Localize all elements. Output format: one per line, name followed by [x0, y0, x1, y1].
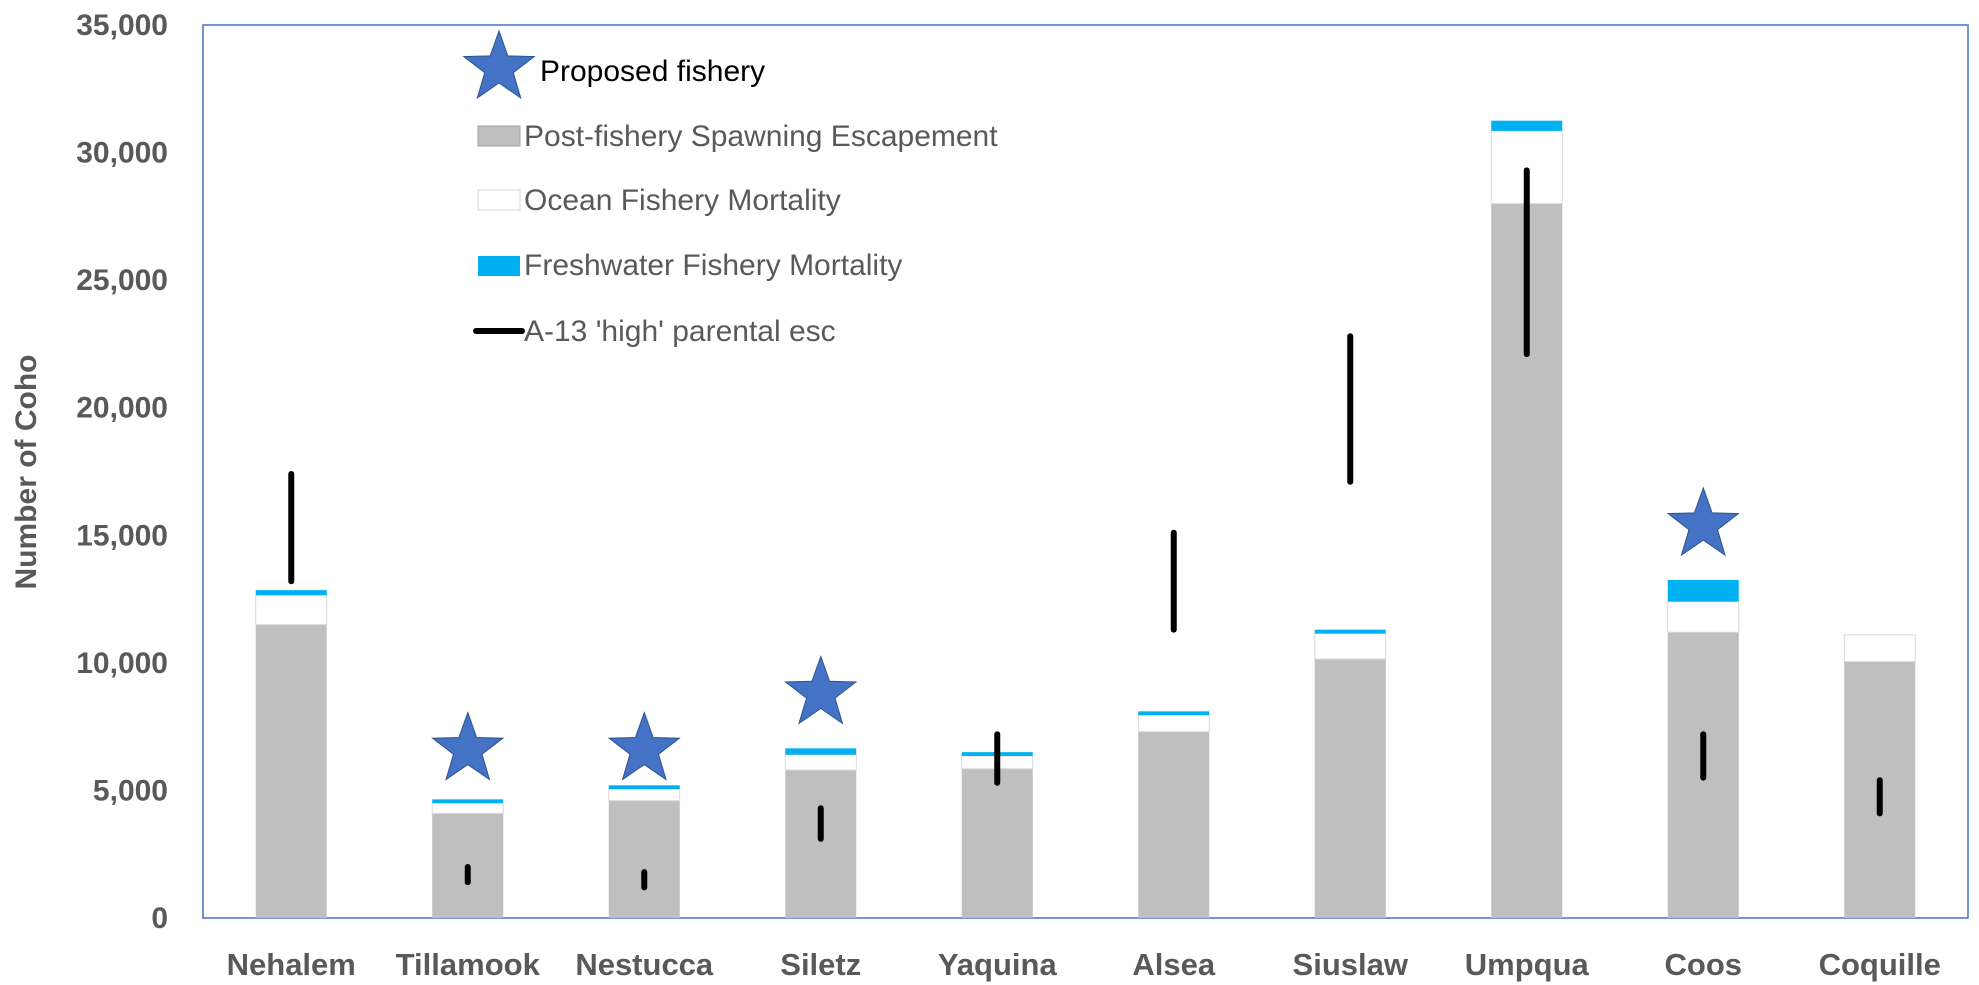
- bar-freshwater-mortality: [1314, 629, 1386, 634]
- x-category-label: Umpqua: [1465, 947, 1590, 982]
- x-category-label: Coquille: [1819, 947, 1941, 982]
- bar-ocean-mortality: [784, 754, 857, 771]
- bar-freshwater-mortality: [785, 748, 857, 755]
- proposed-fishery-star-icon: [1666, 486, 1740, 557]
- x-category-label: Yaquina: [938, 947, 1058, 982]
- x-category-label: Tillamook: [396, 947, 541, 982]
- bar-ocean-mortality: [1314, 633, 1387, 660]
- bars-layer: [255, 120, 1916, 919]
- proposed-fishery-star-icon: [784, 655, 858, 725]
- x-category-label: Siuslaw: [1293, 947, 1409, 982]
- bar-spawning-escapement: [255, 624, 327, 918]
- bar-freshwater-mortality: [255, 590, 327, 596]
- bar-ocean-mortality: [1137, 714, 1210, 733]
- bar-ocean-mortality: [608, 788, 681, 802]
- y-tick-label: 25,000: [76, 264, 168, 297]
- bar-spawning-escapement: [608, 800, 680, 918]
- y-axis: 0 5,000 10,000 15,000 20,000 25,000 30,000 35,0…: [76, 9, 168, 935]
- markers-layer: [288, 167, 1883, 891]
- legend-label-spawning-escapement: Post-fishery Spawning Escapement: [524, 120, 998, 153]
- bar-ocean-mortality: [431, 802, 504, 814]
- plot-area-border: [202, 24, 1969, 919]
- bar-ocean-mortality: [1843, 634, 1916, 663]
- bar-freshwater-mortality: [608, 785, 680, 790]
- bar-freshwater-mortality: [1138, 711, 1210, 716]
- y-tick-label: 0: [151, 902, 168, 935]
- bar-freshwater-mortality: [1667, 579, 1739, 602]
- bar-freshwater-mortality: [1491, 120, 1563, 131]
- bar-freshwater-mortality: [432, 799, 504, 804]
- y-tick-label: 15,000: [76, 519, 168, 552]
- bar-spawning-escapement: [785, 770, 857, 918]
- y-tick-label: 35,000: [76, 9, 168, 42]
- legend-label-ocean-mortality: Ocean Fishery Mortality: [524, 184, 841, 217]
- x-category-label: Nehalem: [227, 947, 356, 982]
- y-tick-label: 20,000: [76, 392, 168, 425]
- bar-ocean-mortality: [255, 594, 328, 626]
- proposed-fishery-star-icon: [431, 711, 505, 781]
- legend-label-freshwater-mortality: Freshwater Fishery Mortality: [524, 249, 902, 282]
- legend-swatch-freshwater-mortality: [478, 256, 520, 276]
- y-tick-label: 30,000: [76, 137, 168, 170]
- x-category-label: Nestucca: [575, 947, 714, 982]
- legend-swatch-spawning-escapement: [477, 125, 521, 147]
- legend-star-icon: [462, 29, 536, 100]
- x-category-label: Coos: [1665, 947, 1743, 982]
- legend-label-proposed-fishery: Proposed fishery: [540, 55, 765, 88]
- legend-label-parental-esc: A-13 'high' parental esc: [524, 315, 836, 348]
- x-category-label: Siletz: [780, 947, 861, 982]
- legend-swatch-ocean-mortality: [477, 189, 521, 211]
- proposed-fishery-star-icon: [607, 711, 681, 781]
- y-tick-label: 5,000: [93, 774, 168, 807]
- legend: Proposed fishery Post-fishery Spawning E…: [462, 29, 998, 348]
- bar-ocean-mortality: [1667, 601, 1740, 633]
- bar-spawning-escapement: [1138, 731, 1210, 918]
- x-axis: Nehalem Tillamook Nestucca Siletz Yaquina Als…: [227, 947, 1941, 982]
- y-axis-title: Number of Coho: [10, 355, 43, 590]
- x-category-label: Alsea: [1132, 947, 1215, 982]
- bar-spawning-escapement: [1314, 659, 1386, 918]
- y-tick-label: 10,000: [76, 647, 168, 680]
- bar-spawning-escapement: [961, 768, 1033, 918]
